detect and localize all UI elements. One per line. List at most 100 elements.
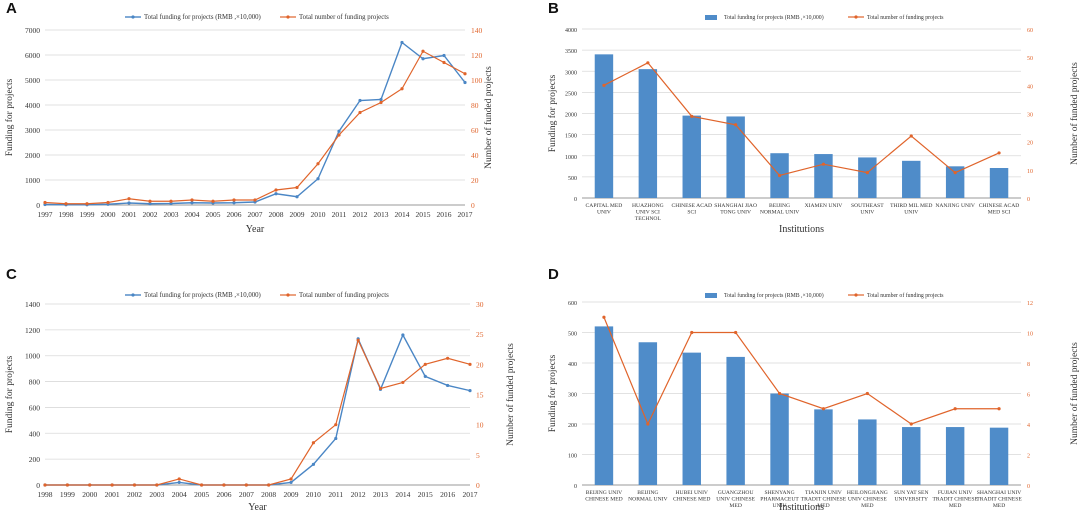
x-tick-label: 1999 bbox=[80, 210, 95, 219]
x-tick-label: 2007 bbox=[239, 490, 254, 499]
x-tick-label: 2008 bbox=[269, 210, 284, 219]
y2-axis-title: Number of funded projects bbox=[1069, 342, 1080, 445]
funding-point bbox=[169, 201, 173, 206]
funding-point bbox=[190, 201, 194, 205]
y-tick-label: 300 bbox=[568, 393, 577, 399]
count-point bbox=[358, 110, 362, 115]
funding-bar bbox=[594, 326, 614, 485]
count-point bbox=[690, 114, 694, 118]
count-point bbox=[821, 407, 826, 411]
x-tick-label: HUAZHONG UNIV SCI TECHNOL bbox=[632, 203, 664, 222]
funding-point bbox=[401, 333, 405, 337]
y-tick-label: 600 bbox=[568, 301, 577, 307]
y2-tick-label: 0 bbox=[476, 481, 480, 490]
y-axis-title: Funding for projects bbox=[4, 355, 15, 433]
y2-axis-title: Number of funded projects bbox=[483, 66, 494, 169]
y-tick-label: 0 bbox=[574, 197, 577, 203]
y-tick-label: 100 bbox=[568, 454, 577, 460]
gridlines bbox=[45, 29, 465, 206]
count-point bbox=[65, 483, 69, 487]
count-point bbox=[734, 123, 738, 127]
count-point bbox=[169, 199, 173, 203]
x-tick-label: 2001 bbox=[105, 490, 120, 499]
x-axis-title: Year bbox=[246, 224, 265, 235]
funding-point bbox=[358, 98, 362, 103]
count-point bbox=[997, 407, 1001, 411]
count-point bbox=[777, 391, 782, 396]
chart-a: 0 1000 2000 3000 4000 5000 6000 7000 0 20 40 60 80 10… bbox=[4, 14, 494, 235]
y2-tick-label: 0 bbox=[1027, 484, 1030, 490]
funding-bar bbox=[814, 154, 833, 198]
count-point bbox=[468, 362, 472, 366]
x-tick-label: 2005 bbox=[194, 490, 209, 499]
y-tick-label: 1000 bbox=[25, 352, 40, 361]
count-point bbox=[334, 423, 338, 427]
y2-tick-label: 20 bbox=[476, 360, 484, 369]
y2-tick-label: 40 bbox=[471, 151, 479, 160]
x-tick-label: 2004 bbox=[172, 490, 187, 499]
x-tick-label: SHANGHAI JIAO TONG UNIV bbox=[714, 203, 757, 216]
count-point bbox=[356, 338, 360, 342]
count-point bbox=[106, 200, 110, 205]
funding-point bbox=[423, 374, 427, 378]
y-tick-label: 3000 bbox=[25, 126, 40, 135]
y-tick-label: 1400 bbox=[25, 300, 40, 309]
count-point bbox=[43, 200, 47, 205]
y2-tick-label: 10 bbox=[1027, 332, 1033, 338]
y-tick-label: 200 bbox=[568, 423, 577, 429]
y-tick-label: 400 bbox=[29, 429, 41, 438]
y2-tick-label: 0 bbox=[471, 201, 475, 210]
y2-tick-label: 2 bbox=[1027, 454, 1030, 460]
x-tick-label: SUN YAT SEN UNIVERSITY bbox=[894, 490, 929, 503]
count-point bbox=[909, 422, 913, 426]
legend-marker-count bbox=[286, 293, 290, 297]
x-tick-label: 2005 bbox=[206, 210, 221, 219]
y2-tick-label: 100 bbox=[471, 76, 483, 85]
y-tick-label: 1500 bbox=[565, 134, 577, 140]
funding-bar bbox=[945, 427, 965, 485]
x-tick-label: CAPITAL MED UNIV bbox=[586, 203, 623, 216]
count-point bbox=[602, 315, 606, 319]
x-tick-label: 2000 bbox=[101, 210, 116, 219]
legend-marker-funding bbox=[131, 293, 135, 297]
count-point bbox=[400, 87, 404, 91]
legend-label-funding: Total funding for projects (RMB ,×10,000… bbox=[144, 14, 261, 21]
funding-bar bbox=[682, 115, 701, 198]
funding-point bbox=[379, 97, 383, 102]
x-tick-label: FUJIAN UNIV TRADIT CHINESE MED bbox=[932, 490, 978, 509]
x-tick-label: 2015 bbox=[418, 490, 433, 499]
count-point bbox=[110, 483, 114, 487]
x-axis-title: Institutions bbox=[779, 224, 824, 235]
x-tick-label: 1997 bbox=[38, 210, 53, 219]
x-tick-label: 2003 bbox=[164, 210, 179, 219]
x-tick-label: 2010 bbox=[306, 490, 321, 499]
y2-tick-label: 12 bbox=[1027, 301, 1033, 307]
funding-point bbox=[295, 195, 299, 199]
count-point bbox=[253, 198, 257, 202]
count-point bbox=[337, 133, 341, 137]
chart-c: 0 200 400 600 800 1000 1200 1400 0 5 10 15 20 25 30 199… bbox=[4, 292, 516, 513]
count-point bbox=[316, 162, 320, 166]
y-tick-label: 2500 bbox=[565, 91, 577, 97]
y-tick-label: 500 bbox=[568, 332, 577, 338]
x-tick-label: 2002 bbox=[143, 210, 158, 219]
legend: Total funding for projects (RMB ,×10,000… bbox=[125, 292, 389, 299]
count-point bbox=[953, 171, 957, 175]
funding-bar bbox=[726, 116, 745, 198]
chart-b: 0 500 1000 1500 2000 2500 3000 3500 4000 0 10 20 30 4… bbox=[547, 14, 1080, 235]
y2-tick-label: 50 bbox=[1027, 56, 1033, 62]
count-point bbox=[646, 61, 650, 65]
count-point bbox=[43, 483, 47, 487]
count-point bbox=[401, 380, 405, 385]
y-tick-label: 0 bbox=[36, 481, 40, 490]
y2-tick-label: 60 bbox=[1027, 28, 1033, 34]
legend-marker-count bbox=[854, 15, 858, 19]
x-tick-label: 2012 bbox=[351, 490, 366, 499]
count-point bbox=[211, 199, 215, 203]
y-tick-label: 7000 bbox=[25, 26, 40, 35]
x-tick-label: SHANGHAI UNIV TRADIT CHINESE MED bbox=[976, 490, 1022, 509]
panel-label: D bbox=[548, 266, 559, 283]
x-tick-label: 2006 bbox=[216, 490, 231, 499]
y2-tick-label: 120 bbox=[471, 51, 483, 60]
x-tick-label: CHINESE ACAD SCI bbox=[671, 203, 712, 216]
